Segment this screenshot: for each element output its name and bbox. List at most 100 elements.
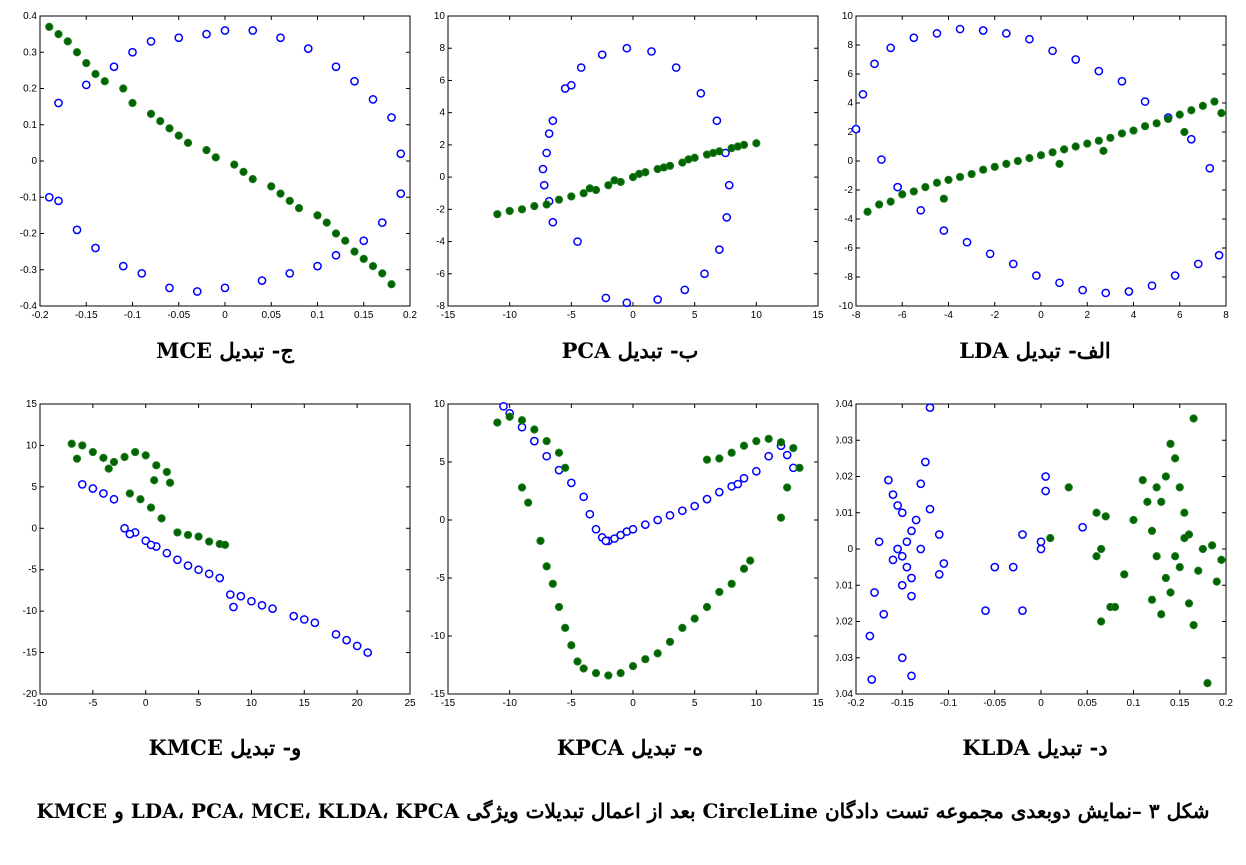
scatter-point-circle-class <box>368 95 378 104</box>
scatter-point-line-class <box>990 162 999 171</box>
scatter-point-line-class <box>746 556 755 565</box>
scatter-point-circle-class <box>865 631 875 641</box>
x-tick-label: 10 <box>751 310 763 321</box>
scatter-point-circle-class <box>542 451 552 461</box>
scatter-point-line-class <box>1189 414 1198 423</box>
scatter-point-circle-class <box>622 298 632 308</box>
scatter-point-line-class <box>1161 573 1170 583</box>
scatter-point-line-class <box>886 197 895 206</box>
scatter-point-line-class <box>909 187 918 196</box>
y-tick-label: -10 <box>23 606 38 617</box>
scatter-point-line-class <box>1210 97 1219 106</box>
scatter-point-circle-class <box>225 590 235 599</box>
scatter-point-line-class <box>536 536 545 545</box>
scatter-point-circle-class <box>897 551 907 561</box>
scatter-point-line-class <box>635 169 644 178</box>
scatter-point-circle-class <box>1117 76 1127 86</box>
scatter-point-line-class <box>67 439 76 448</box>
x-tick-label: -5 <box>567 698 576 709</box>
scatter-point-line-class <box>1129 515 1138 525</box>
scatter-point-circle-class <box>257 600 267 610</box>
scatter-point-circle-class <box>932 29 942 38</box>
scatter-point-circle-class <box>680 285 690 295</box>
scatter-point-circle-class <box>764 451 774 461</box>
scatter-point-circle-class <box>714 487 724 497</box>
scatter-point-circle-class <box>1036 544 1046 554</box>
x-tick-label: 10 <box>246 698 258 709</box>
scatter-point-circle-class <box>962 237 972 247</box>
chart-pca: -15 -10 -5 0 5 10 15 -8 -6 -4 -2 0 2 4 6 8 10 <box>428 8 828 328</box>
scatter-point-line-class <box>1217 555 1226 564</box>
scatter-point-circle-class <box>538 164 548 174</box>
scatter-point-circle-class <box>352 641 362 651</box>
x-tick-label: 8 <box>1223 310 1229 321</box>
scatter-point-circle-class <box>585 509 595 519</box>
scatter-point-circle-class <box>907 591 916 601</box>
scatter-point-line-class <box>1002 159 1011 168</box>
scatter-point-circle-class <box>331 629 341 639</box>
scatter-point-line-class <box>88 447 97 457</box>
scatter-point-line-class <box>591 669 601 678</box>
scatter-point-line-class <box>783 483 792 492</box>
scatter-point-line-class <box>752 139 761 148</box>
scatter-point-circle-class <box>601 293 611 303</box>
scatter-point-circle-class <box>299 615 309 624</box>
scatter-point-circle-class <box>653 515 663 525</box>
scatter-point-circle-class <box>109 62 119 72</box>
scatter-point-circle-class <box>990 562 1000 572</box>
scatter-point-circle-class <box>978 26 988 35</box>
x-tick-label: 20 <box>352 698 364 709</box>
y-tick-label: 6 <box>847 69 853 80</box>
y-tick-label: -0.4 <box>20 301 37 312</box>
scatter-point-circle-class <box>363 648 373 657</box>
scatter-point-circle-class <box>529 436 539 446</box>
scatter-point-circle-class <box>91 243 100 253</box>
scatter-point-line-class <box>967 169 976 179</box>
scatter-point-line-class <box>795 463 804 472</box>
y-tick-label: 0 <box>439 515 445 526</box>
scatter-point-line-class <box>1013 156 1022 166</box>
y-tick-label: -0.04 <box>836 689 853 700</box>
scatter-point-line-class <box>585 184 594 193</box>
scatter-point-line-class <box>1099 146 1108 155</box>
scatter-point-line-class <box>54 30 63 39</box>
y-tick-label: 0.2 <box>23 84 37 95</box>
y-tick-label: 6 <box>439 75 445 86</box>
scatter-point-circle-class <box>907 671 916 681</box>
scatter-point-circle-class <box>851 124 861 134</box>
scatter-point-circle-class <box>925 504 935 514</box>
scatter-point-line-class <box>505 412 514 421</box>
scatter-point-circle-class <box>229 602 238 612</box>
scatter-point-line-class <box>146 109 156 118</box>
scatter-point-line-class <box>1036 151 1046 160</box>
x-tick-label: -0.15 <box>891 698 914 709</box>
x-tick-label: -8 <box>852 310 861 321</box>
scatter-point-circle-class <box>888 490 898 499</box>
scatter-point-circle-class <box>1001 29 1011 38</box>
scatter-point-line-class <box>1157 497 1166 506</box>
caption-kmce: و- تبدیل KMCE <box>148 735 302 760</box>
scatter-point-line-class <box>1166 588 1175 597</box>
scatter-point-line-class <box>659 163 668 172</box>
scatter-point-line-class <box>1198 101 1207 111</box>
scatter-point-circle-class <box>1008 562 1018 572</box>
scatter-point-circle-class <box>1018 606 1027 615</box>
scatter-point-line-class <box>1117 129 1127 138</box>
scatter-point-circle-class <box>628 524 638 534</box>
scatter-point-circle-class <box>916 479 926 489</box>
y-tick-label: 15 <box>26 399 38 410</box>
scatter-point-line-class <box>1161 472 1170 481</box>
scatter-point-line-class <box>1110 602 1120 612</box>
scatter-point-circle-class <box>544 129 554 138</box>
scatter-point-line-class <box>152 461 161 470</box>
scatter-point-circle-class <box>247 596 256 606</box>
scatter-point-line-class <box>752 437 761 446</box>
plot-frame <box>447 403 819 695</box>
scatter-point-circle-class <box>1193 259 1203 269</box>
x-tick-label: 0.15 <box>354 310 374 321</box>
scatter-point-line-class <box>567 192 576 201</box>
x-tick-label: 0.15 <box>1170 698 1190 709</box>
scatter-point-line-class <box>313 211 322 220</box>
scatter-point-line-class <box>359 254 368 263</box>
scatter-point-circle-class <box>220 283 230 293</box>
